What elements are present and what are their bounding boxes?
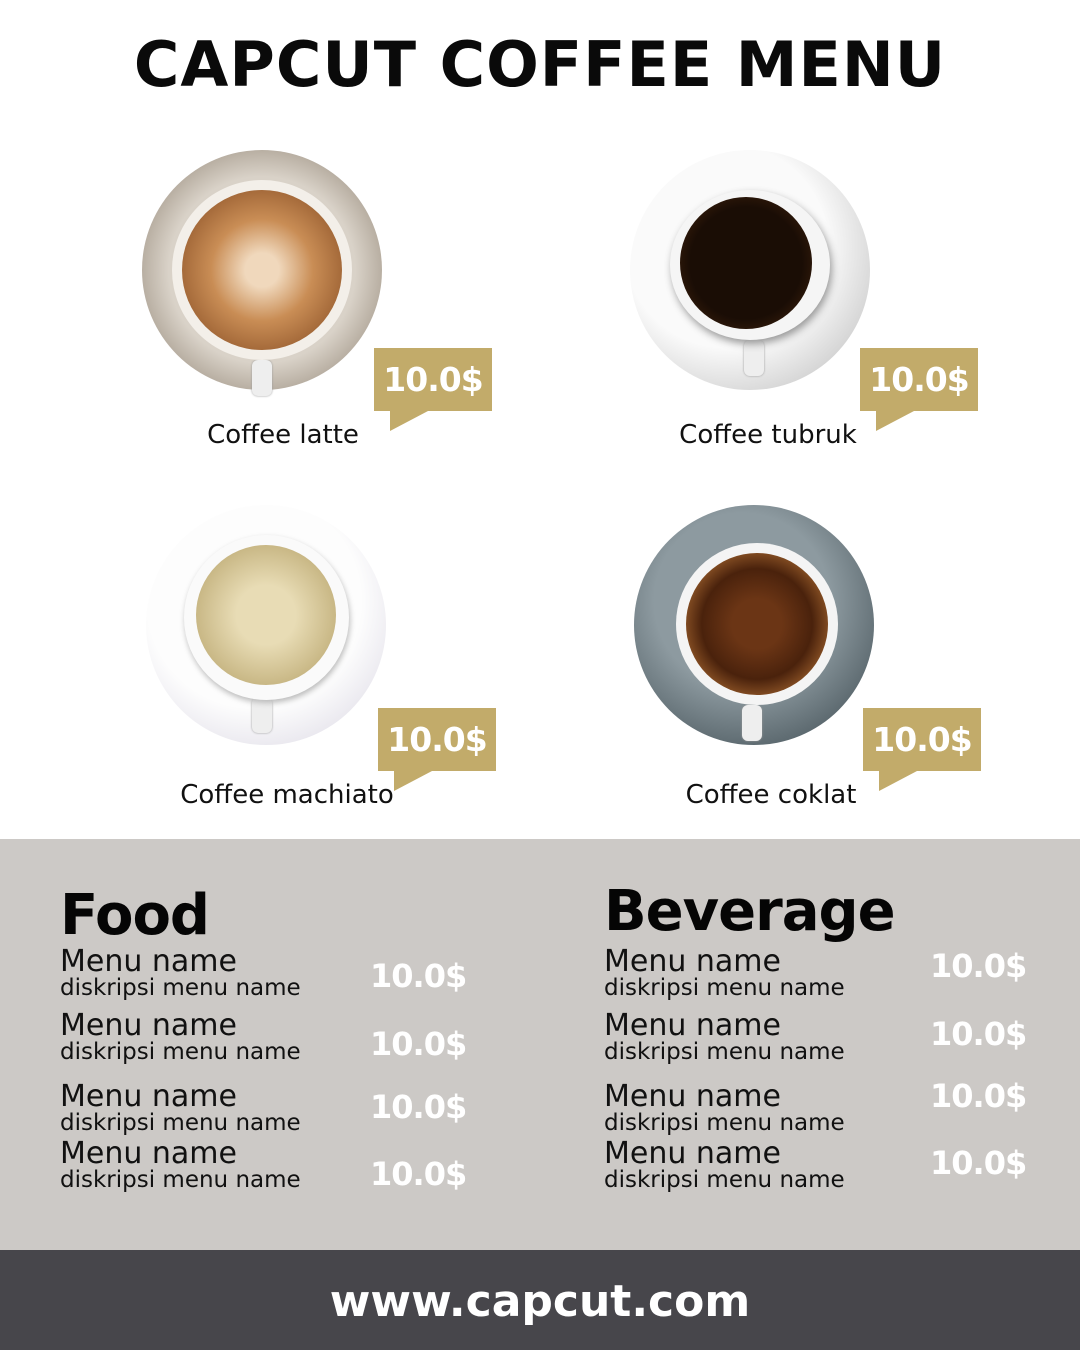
beverage-heading: Beverage	[604, 879, 896, 944]
item-name: Coffee coklat	[685, 780, 857, 810]
menu-panel: Food Menu name diskripsi menu name 10.0$ M…	[0, 839, 1080, 1250]
item-price: 10.0$	[370, 1088, 467, 1126]
item-name: Menu name	[604, 944, 781, 979]
food-item: Menu name diskripsi menu name 10.0$	[60, 1082, 480, 1142]
item-description: diskripsi menu name	[604, 1167, 845, 1193]
item-name: Menu name	[604, 1079, 781, 1114]
item-name: Menu name	[60, 1136, 237, 1171]
item-name: Coffee tubruk	[679, 420, 857, 450]
item-price: 10.0$	[370, 1025, 467, 1063]
item-description: diskripsi menu name	[604, 1039, 845, 1065]
coffee-machiato-image	[146, 505, 386, 745]
beverage-item: Menu name diskripsi menu name 10.0$	[604, 1008, 1027, 1071]
item-name: Menu name	[60, 1079, 237, 1114]
item-price: 10.0$	[930, 1144, 1027, 1182]
item-price: 10.0$	[370, 957, 467, 995]
beverage-item: Menu name diskripsi menu name 10.0$	[604, 944, 1027, 1007]
item-name: Coffee latte	[207, 420, 359, 450]
item-description: diskripsi menu name	[60, 1039, 301, 1065]
page-title: CAPCUT COFFEE MENU	[133, 28, 947, 101]
item-description: diskripsi menu name	[60, 1167, 301, 1193]
price-tag: 10.0$	[378, 708, 496, 791]
coffee-tubruk-image	[630, 150, 870, 390]
item-description: diskripsi menu name	[60, 975, 301, 1001]
item-name: Menu name	[60, 944, 237, 979]
item-name: Coffee machiato	[180, 780, 394, 810]
item-name: Menu name	[604, 1136, 781, 1171]
item-description: diskripsi menu name	[60, 1110, 301, 1136]
food-item: Menu name diskripsi menu name 10.0$	[60, 1139, 480, 1199]
item-price: 10.0$	[930, 1077, 1027, 1115]
coffee-coklat-image	[634, 505, 874, 745]
food-item: Menu name diskripsi menu name 10.0$	[60, 947, 480, 1007]
coffee-latte-image	[142, 150, 382, 396]
item-description: diskripsi menu name	[604, 1110, 845, 1136]
beverage-item: Menu name diskripsi menu name 10.0$	[604, 1077, 1027, 1142]
food-item: Menu name diskripsi menu name 10.0$	[60, 1011, 480, 1071]
item-name: Menu name	[604, 1008, 781, 1043]
price-tag: 10.0$	[860, 348, 978, 431]
item-description: diskripsi menu name	[604, 975, 845, 1001]
food-heading: Food	[60, 883, 210, 948]
beverage-item: Menu name diskripsi menu name 10.0$	[604, 1136, 1027, 1199]
item-name: Menu name	[60, 1008, 237, 1043]
price-tag: 10.0$	[374, 348, 492, 431]
item-price: 10.0$	[930, 947, 1027, 985]
price-tag: 10.0$	[863, 708, 981, 791]
website-link[interactable]: www.capcut.com	[0, 1250, 1080, 1350]
item-price: 10.0$	[370, 1155, 467, 1193]
item-price: 10.0$	[930, 1015, 1027, 1053]
